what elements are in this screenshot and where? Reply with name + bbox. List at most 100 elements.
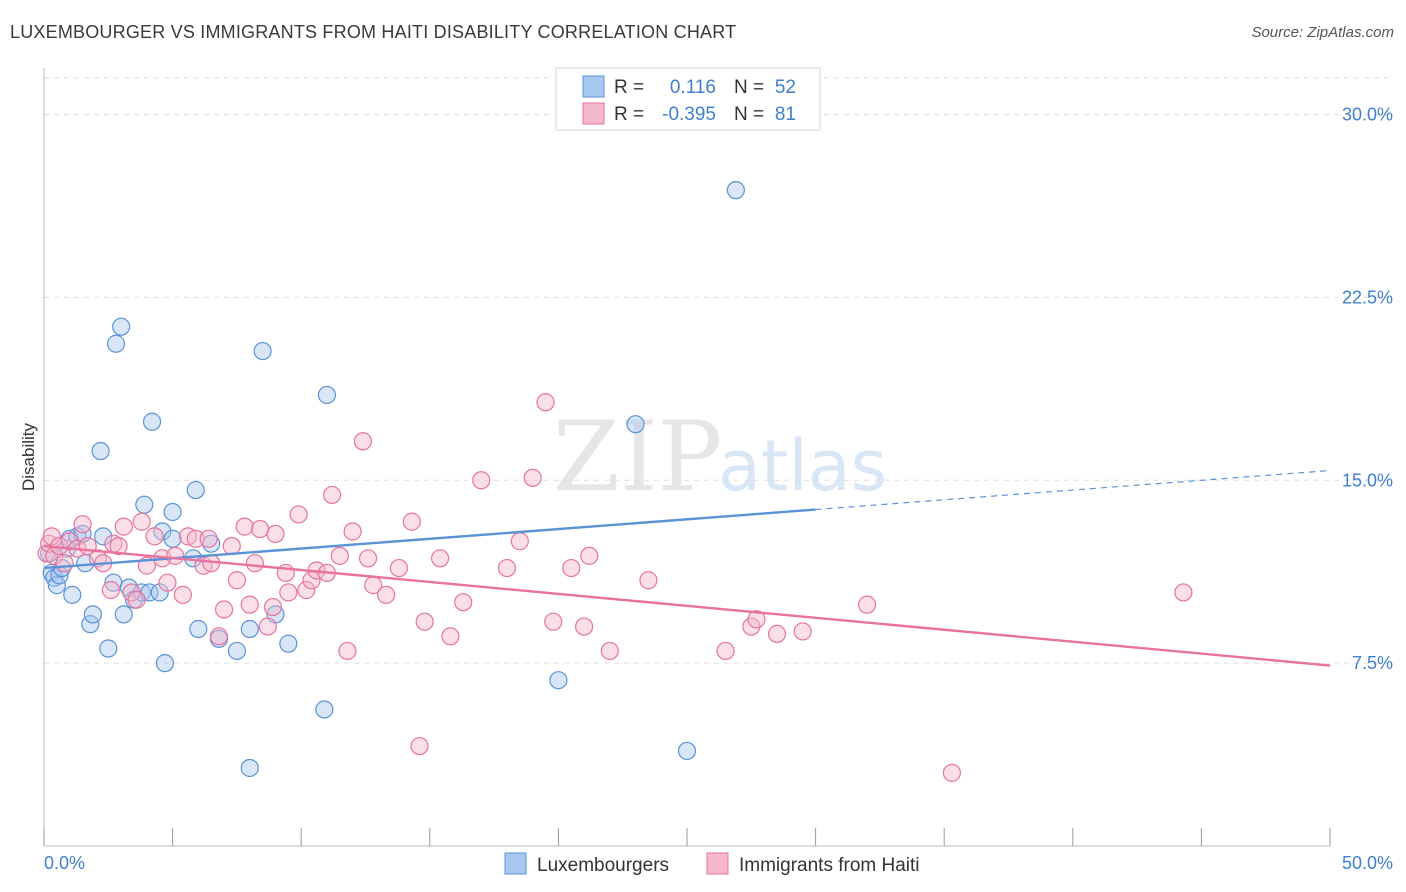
data-point: [549, 671, 568, 690]
data-point: [173, 585, 192, 604]
legend-n-label: N =: [734, 104, 764, 125]
data-point: [227, 641, 246, 661]
data-point: [186, 480, 205, 500]
y-tick-label: 22.5%: [1342, 287, 1393, 307]
legend-series-name: Immigrants from Haiti: [739, 855, 920, 876]
data-point: [544, 612, 563, 631]
data-point: [99, 639, 118, 658]
data-point: [562, 558, 581, 578]
data-point: [258, 617, 277, 636]
stats-legend: R = 0.116 N = 52 R = -0.395 N = 81: [555, 67, 821, 131]
data-point: [55, 554, 74, 573]
data-point: [145, 527, 164, 546]
data-point: [42, 527, 61, 546]
legend-r-value: 0.116: [670, 77, 716, 98]
chart-title: LUXEMBOURGER VS IMMIGRANTS FROM HAITI DI…: [10, 22, 737, 42]
data-point: [857, 595, 877, 614]
data-point: [186, 529, 205, 548]
data-point: [343, 522, 362, 541]
data-point: [240, 595, 259, 614]
legend-n-value: 81: [775, 104, 796, 125]
data-point: [279, 634, 298, 653]
data-point: [250, 519, 270, 539]
data-point: [315, 700, 334, 719]
series-legend: Luxembourgers Immigrants from Haiti: [504, 852, 920, 876]
data-point: [132, 512, 151, 531]
watermark-zip: ZIP: [553, 401, 722, 513]
data-point: [106, 334, 126, 353]
data-point: [73, 515, 92, 534]
series-haiti-points: [37, 393, 1193, 782]
data-point: [227, 571, 246, 590]
data-point: [716, 641, 735, 661]
legend-r-label: R =: [614, 77, 644, 98]
data-point: [240, 619, 259, 639]
data-point: [454, 593, 473, 612]
data-point: [580, 546, 599, 565]
data-points: [37, 181, 1193, 782]
legend-swatch: [504, 852, 527, 875]
legend-n-value: 52: [775, 77, 796, 98]
data-point: [245, 554, 265, 573]
data-point: [289, 505, 308, 524]
data-point: [253, 341, 272, 361]
y-tick-label: 15.0%: [1342, 470, 1393, 490]
trend-line-haiti: [43, 544, 1331, 667]
data-point: [109, 537, 128, 556]
legend-r-label: R =: [614, 104, 644, 125]
data-point: [263, 597, 283, 617]
data-point: [83, 605, 102, 624]
data-point: [279, 583, 298, 602]
data-point: [112, 317, 131, 336]
data-point: [430, 549, 450, 568]
legend-swatch: [706, 852, 729, 875]
data-point: [626, 415, 645, 434]
data-point: [767, 624, 787, 643]
data-point: [639, 571, 658, 590]
data-point: [297, 580, 316, 600]
data-point: [600, 641, 619, 661]
data-point: [114, 517, 133, 536]
axes: [43, 68, 1331, 847]
data-point: [209, 627, 228, 646]
data-point: [389, 558, 409, 578]
data-point: [358, 549, 378, 568]
legend-n-label: N =: [734, 77, 764, 98]
data-point: [317, 385, 337, 405]
data-point: [222, 537, 241, 556]
data-point: [135, 495, 154, 514]
data-point: [415, 612, 434, 631]
data-point: [163, 502, 182, 522]
legend-series-name: Luxembourgers: [537, 855, 669, 876]
data-point: [91, 441, 110, 461]
watermark: ZIP atlas: [553, 401, 887, 513]
data-point: [330, 546, 349, 565]
data-point: [441, 627, 460, 646]
data-point: [376, 585, 396, 604]
data-point: [266, 524, 285, 544]
data-point: [166, 546, 185, 565]
data-point: [575, 617, 594, 636]
data-point: [199, 529, 218, 548]
data-point: [747, 610, 766, 629]
y-tick-label: 7.5%: [1352, 653, 1393, 673]
x-tick-label-min: 0.0%: [44, 853, 85, 873]
data-point: [150, 583, 169, 602]
data-point: [497, 558, 517, 578]
data-point: [338, 641, 357, 661]
data-point: [155, 654, 174, 673]
data-point: [472, 471, 491, 490]
data-point: [353, 432, 373, 451]
data-point: [523, 468, 542, 487]
gridlines: [44, 77, 1392, 664]
legend-r-value: -0.395: [662, 104, 716, 125]
data-point: [402, 512, 421, 531]
watermark-atlas: atlas: [718, 425, 887, 507]
data-point: [127, 590, 146, 609]
data-point: [1174, 583, 1193, 602]
trend-lines: [43, 469, 1331, 667]
y-tick-labels: 7.5% 15.0% 22.5% 30.0%: [1342, 105, 1393, 674]
trend-line-extension: [815, 469, 1331, 511]
data-point: [677, 741, 697, 761]
